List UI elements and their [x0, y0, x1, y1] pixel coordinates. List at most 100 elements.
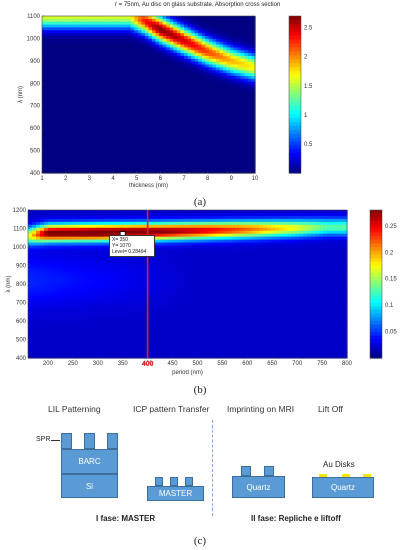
- heatmap-cell: [43, 298, 49, 303]
- heatmap-cell: [95, 130, 100, 134]
- heatmap-cell: [219, 90, 224, 94]
- heatmap-cell: [49, 18, 54, 23]
- heatmap-cell: [208, 138, 213, 143]
- heatmap-cell: [155, 133, 160, 137]
- heatmap-cell: [135, 331, 141, 335]
- heatmap-cell: [130, 115, 135, 120]
- heatmap-cell: [215, 115, 221, 120]
- heatmap-cell: [137, 35, 142, 40]
- heatmap-cell: [119, 224, 125, 229]
- heatmap-cell: [215, 84, 221, 88]
- heatmap-cell: [194, 170, 199, 174]
- heatmap-cell: [244, 53, 249, 57]
- heatmap-cell: [113, 78, 118, 83]
- heatmap-cell: [233, 107, 238, 111]
- heatmap-cell: [233, 50, 238, 54]
- heatmap-cell: [59, 275, 65, 279]
- heatmap-cell: [95, 38, 100, 43]
- heatmap-cell: [144, 30, 150, 34]
- heatmap-cell: [141, 104, 146, 108]
- heatmap-cell: [81, 53, 86, 57]
- heatmap-cell: [55, 334, 61, 338]
- heatmap-cell: [162, 147, 167, 151]
- heatmap-cell: [237, 107, 242, 111]
- heatmap-cell: [49, 38, 54, 43]
- heatmap-cell: [111, 334, 117, 338]
- heatmap-cell: [83, 210, 89, 214]
- heatmap-cell: [123, 21, 128, 26]
- heatmap-cell: [105, 124, 111, 128]
- heatmap-cell: [79, 328, 85, 332]
- heatmap-cell: [91, 286, 97, 291]
- heatmap-cell: [198, 24, 203, 29]
- heatmap-cell: [176, 133, 182, 137]
- heatmap-cell: [205, 21, 210, 26]
- heatmap-cell: [77, 104, 82, 108]
- heatmap-cell: [159, 110, 164, 114]
- heatmap-cell: [237, 161, 242, 166]
- heatmap-cell: [115, 289, 121, 294]
- heatmap-cell: [109, 30, 114, 34]
- heatmap-cell: [75, 245, 81, 250]
- heatmap-cell: [116, 87, 121, 91]
- heatmap-cell: [119, 337, 125, 341]
- heatmap-cell: [194, 33, 199, 37]
- heatmap-cell: [63, 135, 68, 140]
- heatmap-cell: [98, 50, 103, 54]
- heatmap-cell: [51, 227, 57, 232]
- heatmap-cell: [240, 133, 245, 137]
- heatmap-cell: [237, 115, 242, 120]
- heatmap-cell: [95, 155, 100, 160]
- heatmap-cell: [123, 67, 128, 71]
- heatmap-cell: [215, 118, 221, 123]
- heatmap-cell: [187, 84, 192, 88]
- heatmap-cell: [42, 41, 47, 46]
- heatmap-cell: [98, 35, 103, 40]
- heatmap-cell: [95, 118, 100, 123]
- heatmap-cell: [77, 16, 82, 20]
- heatmap-cell: [109, 150, 114, 154]
- heatmap-cell: [148, 18, 153, 23]
- heatmap-cell: [187, 144, 192, 148]
- heatmap-cell: [212, 55, 217, 60]
- heatmap-cell: [151, 218, 157, 223]
- heatmap-cell: [123, 292, 129, 297]
- heatmap-cell: [91, 141, 96, 146]
- heatmap-cell: [113, 138, 118, 143]
- heatmap-cell: [134, 90, 139, 94]
- heatmap-cell: [169, 115, 174, 120]
- heatmap-cell: [205, 118, 210, 123]
- heatmap-cell: [135, 334, 141, 338]
- heatmap-cell: [107, 292, 113, 297]
- heatmap-cell: [105, 144, 111, 148]
- heatmap-cell: [63, 38, 68, 43]
- heatmap-cell: [162, 78, 167, 83]
- heatmap-cell: [95, 245, 101, 250]
- heatmap-cell: [95, 61, 100, 66]
- heatmap-cell: [99, 304, 105, 309]
- heatmap-cell: [71, 254, 77, 258]
- heatmap-cell: [59, 124, 64, 128]
- heatmap-cell: [219, 115, 224, 120]
- heatmap-cell: [39, 298, 45, 303]
- heatmap-cell: [120, 95, 125, 100]
- heatmap-cell: [116, 107, 121, 111]
- heatmap-cell: [56, 130, 61, 134]
- heatmap-cell: [59, 284, 65, 288]
- heatmap-cell: [134, 121, 139, 126]
- heatmap-cell: [184, 84, 189, 88]
- heatmap-cell: [63, 47, 68, 51]
- heatmap-cell: [180, 98, 185, 103]
- heatmap-cell: [81, 81, 86, 86]
- heatmap-cell: [42, 167, 47, 171]
- heatmap-cell: [71, 227, 77, 232]
- heatmap-cell: [135, 325, 141, 329]
- heatmap-cell: [208, 58, 213, 63]
- heatmap-cell: [155, 104, 160, 108]
- heatmap-cell: [244, 153, 249, 157]
- heatmap-cell: [205, 53, 210, 57]
- heatmap-cell: [135, 272, 141, 276]
- heatmap-cell: [75, 322, 81, 327]
- heatmap-cell: [98, 24, 103, 29]
- heatmap-cell: [102, 153, 107, 157]
